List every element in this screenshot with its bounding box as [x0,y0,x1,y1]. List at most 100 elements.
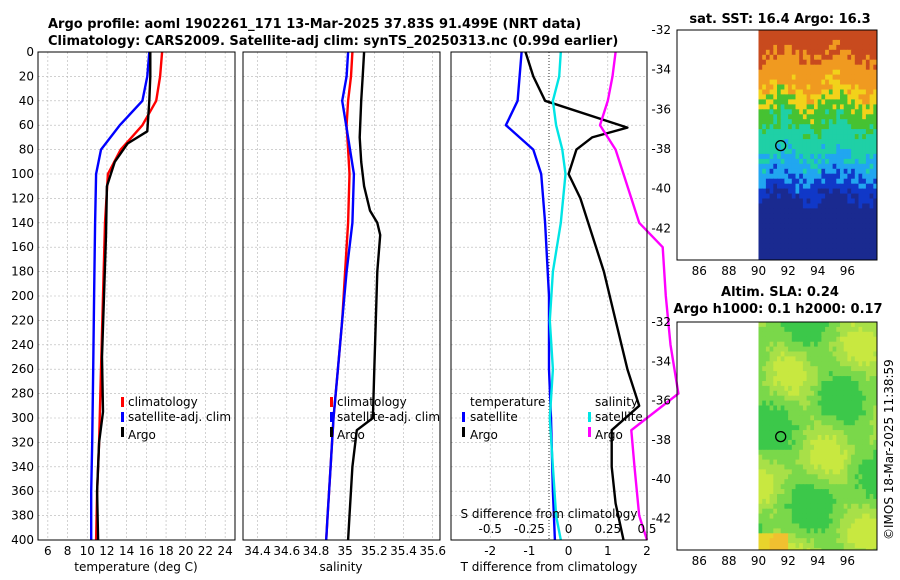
map-cell [784,479,789,485]
map-cell [784,390,789,397]
map-cell [836,361,841,367]
map-cell [869,124,874,130]
map-cell [869,44,874,51]
map-cell [862,203,867,210]
map-cell [806,498,811,505]
map-cell [788,163,793,170]
map-cell [862,326,867,333]
map-cell [828,326,834,333]
map-cell [840,503,845,510]
map-cell [817,168,822,175]
map-cell [836,449,841,456]
map-cell [858,104,863,110]
map-cell [773,84,778,91]
map-cell [780,114,785,120]
map-cell [851,203,856,210]
map-cell [802,238,808,244]
map-cell [799,533,804,539]
map-cell [858,469,863,475]
map-cell [825,203,830,210]
map-cell [784,361,789,367]
map-cell [821,124,826,130]
map-cell [847,94,852,100]
map-cell [784,173,789,180]
map-cell [802,346,808,353]
map-cell [765,528,771,534]
map-cell [854,84,860,91]
map-cell [788,203,793,210]
map-cell [828,405,834,411]
map-cell [780,109,785,115]
map-cell [854,203,860,210]
map-cell [817,449,822,456]
map-cell [840,178,845,185]
map-cell [769,178,774,185]
map-cell [869,158,874,165]
map-cell [851,400,856,407]
map-cell [869,361,874,367]
map-cell [777,469,782,475]
map-cell [858,149,863,155]
map-cell [840,49,845,56]
map-cell [869,183,874,190]
map-cell [817,518,822,525]
map-cell [840,543,845,549]
map-cell [777,489,782,495]
map-cell [858,361,863,367]
map-cell [847,30,852,36]
map-cell [821,454,826,461]
map-cell [799,223,804,229]
map-cell [836,341,841,348]
map-cell [821,218,826,224]
map-cell [825,390,830,397]
map-cell [854,178,860,185]
map-cell [817,420,822,426]
map-cell [799,119,804,125]
map-cell [769,469,774,475]
map-cell [869,430,874,436]
map-cell [817,366,822,372]
map-cell [840,346,845,353]
map-cell [773,371,778,377]
map-cell [814,484,819,490]
map-cell [806,489,811,495]
map-cell [869,193,874,200]
map-cell [780,253,785,259]
map-cell [795,30,800,36]
map-cell [762,523,767,529]
map-cell [840,439,845,446]
map-cell [828,444,834,451]
map-cell [795,35,800,41]
map-cell [773,54,778,61]
map-cell [784,351,789,357]
map-cell [851,538,856,544]
map-cell [851,248,856,254]
map-cell [788,104,793,110]
map-cell [777,69,782,76]
map-cell [802,213,808,219]
map-cell [769,420,774,426]
map-cell [810,464,815,470]
map-cell [765,415,771,421]
map-cell [836,494,841,500]
map-cell [773,503,778,510]
map-cell [843,144,848,150]
map-cell [847,223,852,229]
map-cell [836,346,841,353]
map-cell [814,69,819,76]
map-cell [765,489,771,495]
map-cell [762,508,767,515]
map-cell [858,356,863,362]
map-cell [762,331,767,338]
map-cell [777,119,782,125]
map-cell [765,356,771,362]
map-cell [862,94,867,100]
map-cell [836,518,841,525]
map-cell [840,218,845,224]
map-cell [802,425,808,431]
map-cell [869,376,874,382]
map-cell [862,425,867,431]
map-cell [795,203,800,210]
map-cell [843,54,848,61]
temperature-ticks: 0204060801001201401601802002202402602803… [11,45,233,558]
